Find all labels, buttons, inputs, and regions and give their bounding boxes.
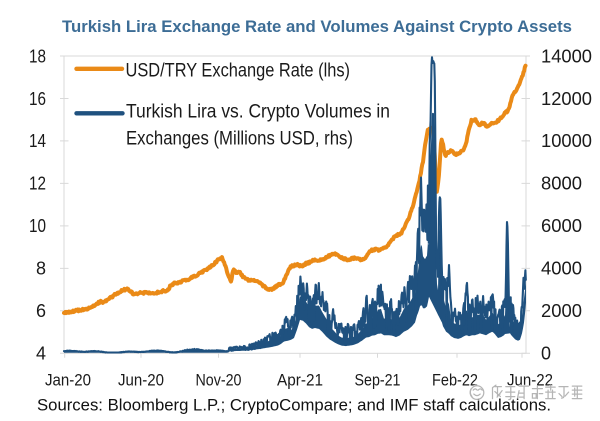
svg-text:Jan-20: Jan-20 [45, 372, 91, 390]
svg-text:10: 10 [29, 216, 46, 236]
svg-text:0: 0 [541, 344, 551, 364]
svg-text:Nov-20: Nov-20 [196, 372, 242, 390]
svg-text:6000: 6000 [541, 216, 582, 236]
svg-text:16: 16 [29, 89, 46, 109]
svg-text:18: 18 [29, 46, 46, 66]
svg-text:Feb-22: Feb-22 [432, 372, 478, 390]
svg-text:10000: 10000 [541, 131, 592, 151]
svg-text:4000: 4000 [541, 259, 582, 279]
svg-text:14: 14 [29, 131, 46, 151]
svg-text:8000: 8000 [541, 174, 582, 194]
svg-text:Turkish Lira Exchange Rate and: Turkish Lira Exchange Rate and Volumes A… [62, 18, 572, 36]
svg-text:Sources: Bloomberg L.P.; Crypt: Sources: Bloomberg L.P.; CryptoCompare; … [37, 397, 551, 415]
svg-text:Jun-22: Jun-22 [507, 372, 553, 390]
svg-text:12: 12 [29, 174, 46, 194]
svg-text:4: 4 [36, 344, 46, 364]
svg-text:Jun-20: Jun-20 [118, 372, 164, 390]
svg-text:14000: 14000 [541, 46, 592, 66]
svg-text:USD/TRY Exchange Rate (lhs): USD/TRY Exchange Rate (lhs) [126, 61, 351, 82]
svg-text:6: 6 [36, 301, 46, 321]
svg-text:Sep-21: Sep-21 [355, 372, 401, 390]
svg-text:Apr-21: Apr-21 [277, 372, 323, 390]
svg-text:2000: 2000 [541, 301, 582, 321]
svg-text:8: 8 [36, 259, 46, 279]
svg-text:12000: 12000 [541, 89, 592, 109]
svg-text:Turkish Lira vs. Crypto Volume: Turkish Lira vs. Crypto Volumes in [126, 102, 390, 123]
svg-text:Exchanges (Millions USD, rhs): Exchanges (Millions USD, rhs) [126, 128, 353, 149]
